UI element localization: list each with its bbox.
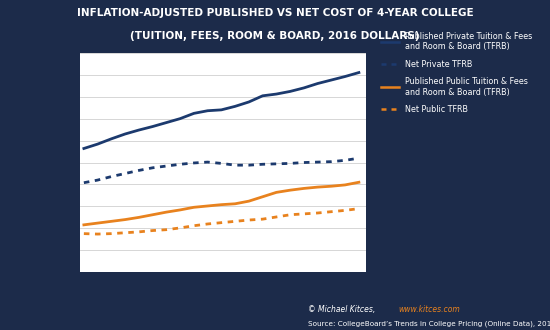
Text: INFLATION-ADJUSTED PUBLISHED VS NET COST OF 4-YEAR COLLEGE: INFLATION-ADJUSTED PUBLISHED VS NET COST…: [76, 8, 474, 18]
Text: © Michael Kitces,: © Michael Kitces,: [308, 305, 378, 314]
Text: Source: CollegeBoard’s Trends in College Pricing (Online Data), 2017: Source: CollegeBoard’s Trends in College…: [308, 320, 550, 327]
Text: (TUITION, FEES, ROOM & BOARD, 2016 DOLLARS): (TUITION, FEES, ROOM & BOARD, 2016 DOLLA…: [130, 31, 420, 41]
Text: www.kitces.com: www.kitces.com: [399, 305, 460, 314]
Legend: Published Private Tuition & Fees
and Room & Board (TFRB), Net Private TFRB, Publ: Published Private Tuition & Fees and Roo…: [381, 32, 532, 114]
